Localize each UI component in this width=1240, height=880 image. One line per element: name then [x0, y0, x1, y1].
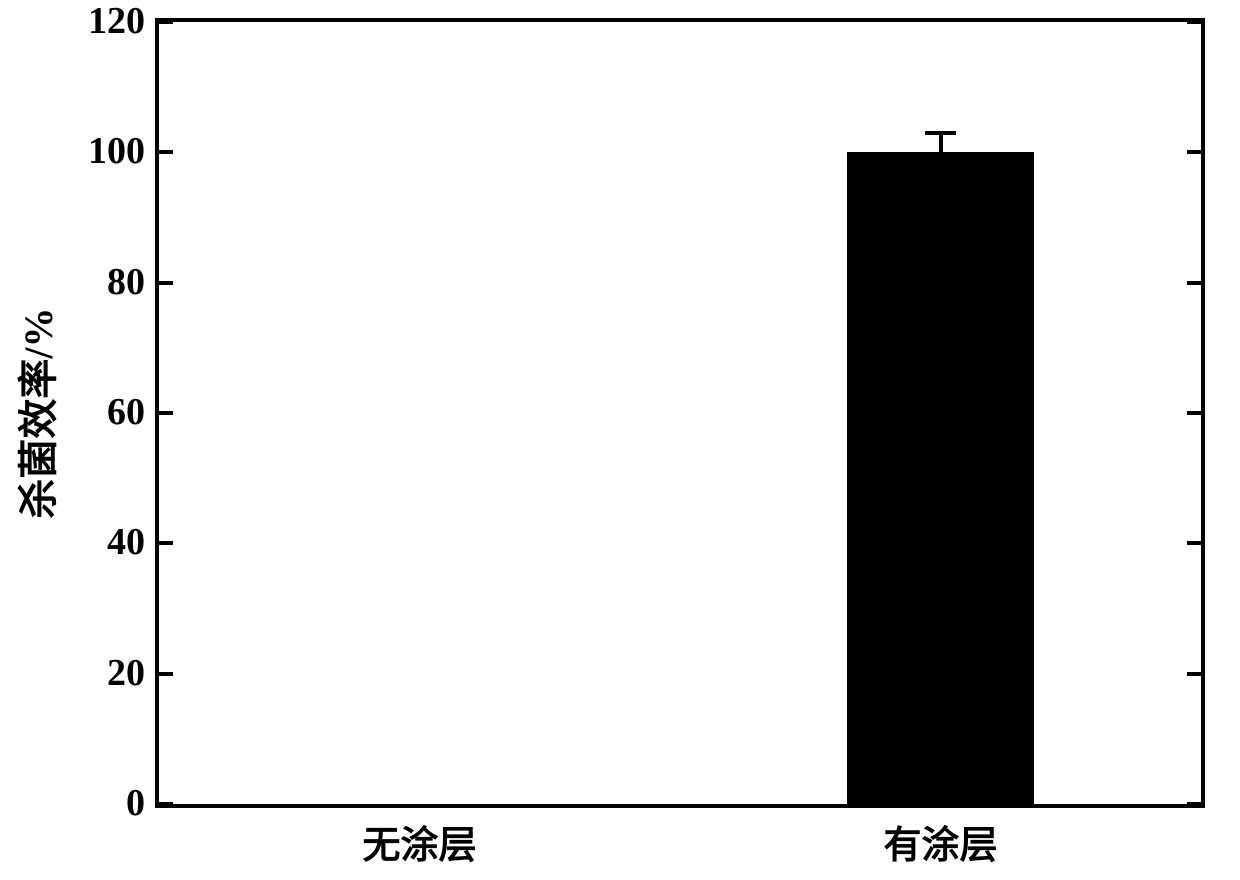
y-tick-mark [159, 281, 173, 285]
y-tick-mark [159, 672, 173, 676]
y-tick-label: 100 [55, 131, 145, 173]
y-tick-label: 0 [55, 783, 145, 825]
y-tick-mark [1187, 541, 1201, 545]
bar [847, 152, 1035, 804]
y-tick-mark [1187, 20, 1201, 24]
y-tick-mark [159, 802, 173, 806]
plot-area [155, 18, 1205, 808]
error-bar-cap [925, 131, 956, 135]
bar-chart: 0 20 40 60 80 100 120 无涂层 有涂层 杀菌效率/% [0, 0, 1240, 880]
y-tick-mark [1187, 150, 1201, 154]
error-bar-stem [939, 133, 943, 153]
y-tick-label: 20 [55, 653, 145, 695]
y-tick-mark [159, 20, 173, 24]
y-tick-mark [159, 541, 173, 545]
y-tick-mark [1187, 672, 1201, 676]
y-axis-title: 杀菌效率/% [6, 213, 54, 613]
y-tick-label: 40 [55, 522, 145, 564]
y-tick-label: 60 [55, 392, 145, 434]
x-category-label: 无涂层 [290, 814, 550, 869]
y-tick-mark [1187, 802, 1201, 806]
x-category-label: 有涂层 [811, 814, 1071, 869]
y-tick-label: 80 [55, 262, 145, 304]
y-tick-mark [159, 150, 173, 154]
y-tick-label: 120 [55, 1, 145, 43]
y-tick-mark [159, 411, 173, 415]
y-tick-mark [1187, 411, 1201, 415]
y-tick-mark [1187, 281, 1201, 285]
